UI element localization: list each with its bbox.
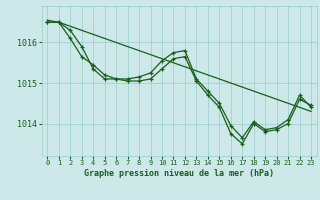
X-axis label: Graphe pression niveau de la mer (hPa): Graphe pression niveau de la mer (hPa) bbox=[84, 169, 274, 178]
